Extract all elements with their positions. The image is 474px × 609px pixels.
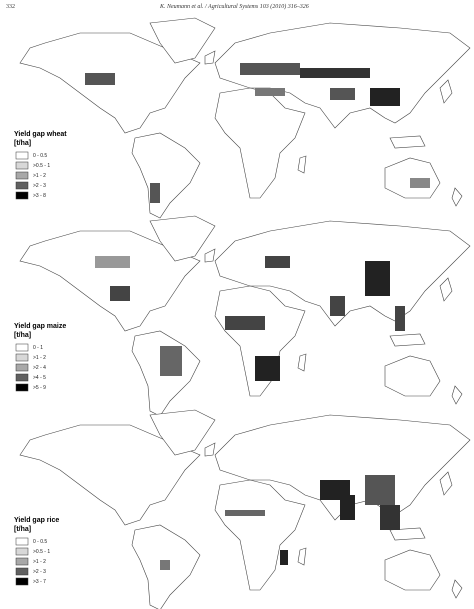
legend-swatch (15, 567, 29, 576)
legend-label: 0 - 0.5 (33, 153, 47, 159)
legend: Yield gap maize [t/ha]0 - 1 >1 - 2 >2 - 4 >4… (14, 323, 66, 392)
legend-label: >0.5 - 1 (33, 163, 50, 169)
legend-swatch (15, 383, 29, 392)
legend-label: >2 - 3 (33, 569, 46, 575)
legend-label: >3 - 7 (33, 579, 46, 585)
legend-label: >1 - 2 (33, 173, 46, 179)
legend: Yield gap wheat [t/ha]0 - 0.5 >0.5 - 1 >1 -… (14, 131, 67, 200)
legend-unit: [t/ha] (14, 332, 31, 339)
legend-swatch (15, 363, 29, 372)
legend-label: >2 - 4 (33, 365, 46, 371)
map-maize: Yield gap maize [t/ha]0 - 1 >1 - 2 >2 - 4 >4… (14, 215, 471, 417)
legend-swatch (15, 537, 29, 546)
legend-label: >1 - 2 (33, 559, 46, 565)
legend-swatch (15, 191, 29, 200)
legend-label: 0 - 1 (33, 345, 43, 351)
yield-gap-areas (85, 63, 430, 203)
map-wheat: Yield gap wheat [t/ha]0 - 0.5 >0.5 - 1 >1 -… (14, 17, 471, 219)
legend-label: >0.5 - 1 (33, 549, 50, 555)
citation: K. Neumann et al. / Agricultural Systems… (160, 4, 309, 10)
legend-swatch (15, 373, 29, 382)
legend-label: >3 - 8 (33, 193, 46, 199)
world-outline (19, 17, 471, 219)
legend-title: Yield gap maize (14, 323, 66, 330)
legend-label: >5 - 9 (33, 385, 46, 391)
legend-swatch (15, 171, 29, 180)
map-rice: Yield gap rice [t/ha]0 - 0.5 >0.5 - 1 >1 - … (14, 409, 471, 609)
legend-title: Yield gap wheat (14, 131, 67, 138)
yield-gap-areas (160, 475, 400, 570)
world-outline (19, 409, 471, 609)
legend-swatch (15, 547, 29, 556)
legend-swatch (15, 161, 29, 170)
legend-swatch (15, 343, 29, 352)
legend-swatch (15, 151, 29, 160)
legend-swatch (15, 181, 29, 190)
legend-label: >2 - 3 (33, 183, 46, 189)
legend: Yield gap rice [t/ha]0 - 0.5 >0.5 - 1 >1 - … (14, 517, 59, 586)
legend-unit: [t/ha] (14, 526, 31, 533)
yield-gap-areas (95, 256, 405, 381)
legend-swatch (15, 353, 29, 362)
legend-label: 0 - 0.5 (33, 539, 47, 545)
legend-swatch (15, 577, 29, 586)
legend-label: >4 - 5 (33, 375, 46, 381)
legend-unit: [t/ha] (14, 140, 31, 147)
legend-label: >1 - 2 (33, 355, 46, 361)
page-number: 332 (6, 4, 15, 10)
legend-swatch (15, 557, 29, 566)
legend-title: Yield gap rice (14, 517, 59, 524)
